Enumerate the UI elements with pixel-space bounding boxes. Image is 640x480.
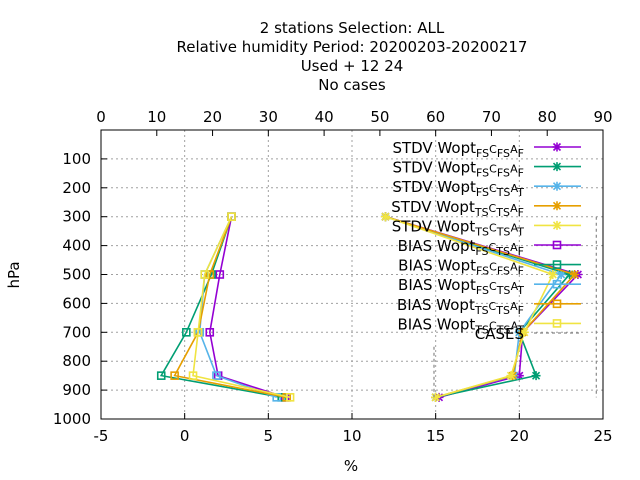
legend-label: STDV WoptTSCTSAT — [392, 217, 525, 238]
y-tick-label: 800 — [62, 352, 91, 370]
data-point — [553, 143, 562, 152]
legend-entry: BIAS WoptFSCTSAF — [398, 237, 581, 258]
legend-entry: STDV WoptTSCTSAT — [392, 217, 581, 238]
y-axis-label: hPa — [5, 261, 23, 288]
x2-tick-label: 30 — [259, 108, 278, 126]
x2-tick-label: 0 — [96, 108, 106, 126]
title-line: 2 stations Selection: ALL — [260, 19, 445, 37]
x2-tick-label: 70 — [482, 108, 501, 126]
x2-tick-label: 60 — [426, 108, 445, 126]
x-axis-label: % — [344, 457, 358, 475]
y-tick-label: 500 — [62, 266, 91, 284]
data-point — [553, 201, 562, 210]
data-point — [506, 371, 515, 380]
x-tick-label: 20 — [510, 427, 529, 445]
series-bias-7 — [196, 213, 280, 401]
series-line — [200, 217, 277, 398]
x2-tick-label: 80 — [538, 108, 557, 126]
legend-label: CASES — [475, 325, 524, 343]
legend-label: BIAS WoptFSCTSAF — [398, 237, 524, 258]
series-line — [175, 217, 287, 398]
y-tick-label: 400 — [62, 237, 91, 255]
legend-entry: STDV WoptFSCFSAF — [392, 159, 581, 180]
legend-entry: STDV WoptFSCFSAF — [392, 139, 581, 160]
legend-label: BIAS WoptFSCTSAT — [398, 276, 524, 297]
legend-entry: STDV WoptTSCTSAF — [391, 198, 581, 219]
series-group — [158, 212, 597, 402]
title-line: No cases — [318, 76, 386, 94]
legend-label: STDV WoptFSCTSAT — [392, 178, 524, 199]
y-tick-label: 700 — [62, 323, 91, 341]
x-tick-label: -5 — [94, 427, 109, 445]
legend-entry: STDV WoptFSCTSAT — [392, 178, 581, 199]
x-tick-label: 0 — [180, 427, 190, 445]
legend-label: BIAS WoptFSCFSAF — [398, 257, 524, 278]
data-point — [553, 182, 562, 191]
legend-label: STDV WoptFSCFSAF — [392, 159, 524, 180]
y-tick-label: 600 — [62, 294, 91, 312]
series-line — [193, 217, 290, 398]
title-line: Relative humidity Period: 20200203-20200… — [177, 38, 528, 56]
data-point — [553, 221, 562, 230]
x2-tick-label: 20 — [203, 108, 222, 126]
data-point — [381, 212, 390, 221]
data-point — [532, 371, 541, 380]
data-point — [431, 393, 440, 402]
legend-label: BIAS WoptTSCTSAF — [397, 296, 524, 317]
legend-label: STDV WoptFSCFSAF — [392, 139, 524, 160]
y-tick-label: 200 — [62, 179, 91, 197]
x-tick-label: 15 — [426, 427, 445, 445]
x2-tick-label: 10 — [147, 108, 166, 126]
title-line: Used + 12 24 — [301, 57, 404, 75]
y-tick-label: 300 — [62, 208, 91, 226]
x2-tick-label: 90 — [593, 108, 612, 126]
data-point — [553, 162, 562, 171]
x2-tick-label: 50 — [370, 108, 389, 126]
y-tick-label: 100 — [62, 150, 91, 168]
x2-tick-label: 40 — [315, 108, 334, 126]
data-point — [548, 270, 557, 279]
x-tick-label: 5 — [264, 427, 274, 445]
legend-label: STDV WoptTSCTSAF — [391, 198, 524, 219]
x-tick-label: 10 — [342, 427, 361, 445]
data-point — [570, 270, 579, 279]
x-tick-label: 25 — [593, 427, 612, 445]
series-bias-9 — [190, 213, 294, 401]
y-tick-label: 900 — [62, 381, 91, 399]
y-tick-label: 1000 — [53, 410, 91, 428]
